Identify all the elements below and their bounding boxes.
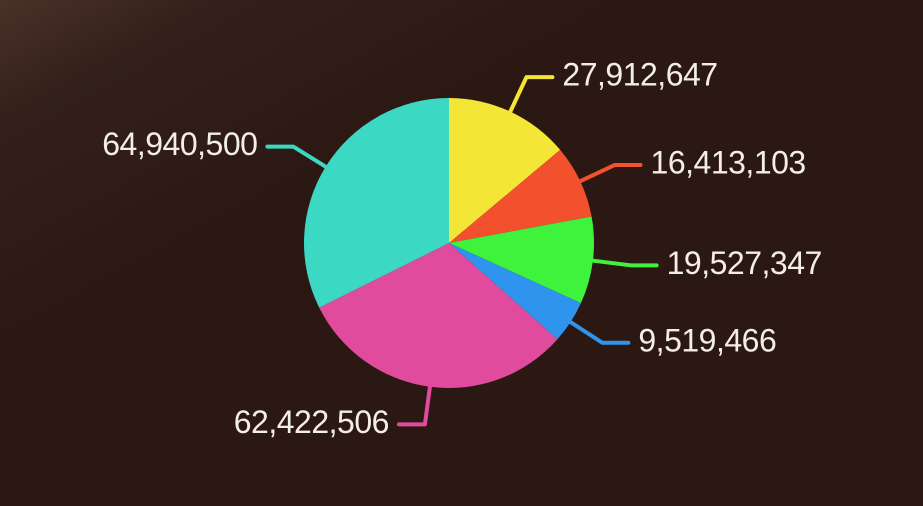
data-label: 62,422,506 bbox=[234, 404, 389, 440]
leader-line bbox=[565, 317, 631, 345]
pie-slice bbox=[449, 243, 581, 340]
pie-slice bbox=[304, 98, 449, 308]
leader-line bbox=[396, 380, 433, 427]
pie-slice bbox=[449, 149, 592, 243]
pie-slice bbox=[449, 216, 595, 304]
leader-line bbox=[265, 144, 332, 171]
data-label: 19,527,347 bbox=[667, 245, 822, 281]
data-label: 9,519,466 bbox=[638, 322, 776, 358]
data-label: 64,940,500 bbox=[102, 126, 257, 162]
leader-line bbox=[506, 75, 555, 118]
data-label: 27,912,647 bbox=[562, 57, 717, 93]
data-label: 16,413,103 bbox=[651, 144, 806, 180]
leader-line bbox=[586, 258, 659, 268]
leader-line bbox=[574, 163, 643, 185]
pie-slice bbox=[449, 98, 561, 243]
pie-slice bbox=[319, 243, 558, 389]
